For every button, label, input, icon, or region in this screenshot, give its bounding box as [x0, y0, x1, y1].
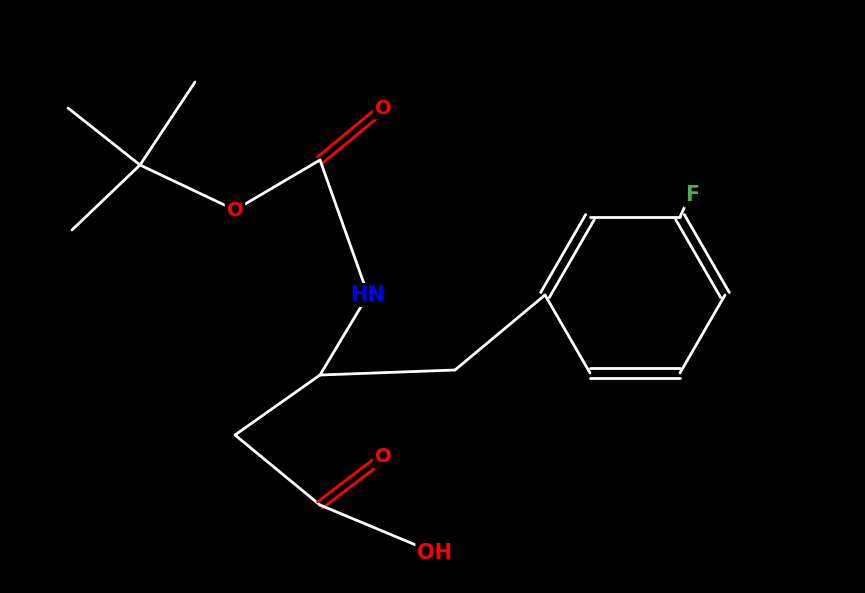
Text: O: O: [227, 200, 243, 219]
Text: HN: HN: [350, 285, 386, 305]
Text: O: O: [375, 448, 391, 467]
Text: OH: OH: [418, 543, 452, 563]
Text: O: O: [375, 98, 391, 117]
Text: F: F: [685, 186, 700, 205]
